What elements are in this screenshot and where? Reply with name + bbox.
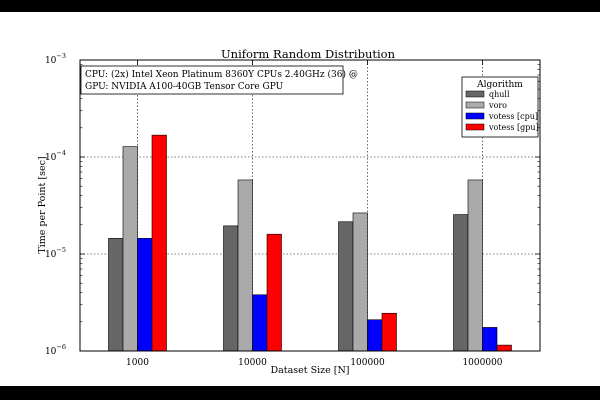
bar-votess-cpu-	[482, 327, 498, 352]
y-tick-exponent: −6	[56, 343, 66, 351]
bar-votess-cpu-	[252, 294, 268, 352]
chart-title: Uniform Random Distribution	[221, 47, 396, 61]
bar-votess-gpu-	[266, 233, 282, 352]
bar-votess-gpu-	[381, 312, 397, 352]
y-tick-label: 10−6	[45, 343, 66, 357]
y-axis-label: Time per Point [sec]	[37, 156, 48, 253]
bar-voro	[467, 179, 483, 352]
legend-swatch	[465, 123, 485, 131]
legend-swatch	[465, 101, 485, 109]
y-tick-label: 10−4	[45, 149, 66, 163]
bar-voro	[122, 146, 138, 352]
x-axis-label: Dataset Size [N]	[270, 365, 349, 376]
bar-qhull	[108, 238, 124, 352]
legend-label: votess [cpu]	[488, 112, 538, 121]
chart-svg: Uniform Random Distribution 10−6 10−5 10−4…	[37, 47, 541, 376]
legend-swatch	[465, 112, 485, 120]
bar-votess-gpu-	[151, 134, 167, 352]
legend-label: votess [gpu]	[488, 123, 539, 132]
legend-label: voro	[488, 101, 507, 110]
bar-qhull	[338, 221, 354, 352]
bars	[108, 134, 512, 352]
bar-qhull	[223, 225, 239, 352]
bar-votess-gpu-	[496, 344, 512, 352]
bar-votess-cpu-	[367, 319, 383, 352]
y-tick-label: 10−5	[45, 246, 66, 260]
x-tick-label: 10000	[238, 358, 267, 368]
y-tick-label: 10−3	[45, 52, 66, 66]
axis-ticks: 10−6 10−5 10−4 10−3 1000 10000 100000 1000000	[45, 52, 540, 368]
annotation-frame	[80, 65, 344, 95]
bar-qhull	[453, 214, 469, 352]
chart-figure: Uniform Random Distribution 10−6 10−5 10−4…	[0, 12, 600, 386]
y-tick-exponent: −5	[56, 246, 66, 254]
annotation-line-cpu: CPU: (2x) Intel Xeon Platinum 8360Y CPUs…	[85, 69, 358, 80]
legend: Algorithm qhull voro votess [cpu] votess [g…	[461, 76, 539, 138]
bar-votess-cpu-	[137, 238, 153, 352]
legend-items: qhull voro votess [cpu] votess [gpu]	[465, 90, 539, 132]
legend-swatch	[465, 90, 485, 98]
x-tick-label: 1000	[126, 358, 149, 368]
bar-voro	[352, 212, 368, 352]
x-tick-label: 1000000	[462, 358, 502, 368]
legend-label: qhull	[489, 90, 510, 99]
x-tick-label: 100000	[350, 358, 385, 368]
y-tick-exponent: −4	[56, 149, 66, 157]
annotation-box: CPU: (2x) Intel Xeon Platinum 8360Y CPUs…	[80, 65, 358, 95]
bar-voro	[237, 179, 253, 352]
annotation-line-gpu: GPU: NVIDIA A100-40GB Tensor Core GPU	[85, 82, 284, 92]
plot-frame	[79, 59, 541, 352]
y-tick-exponent: −3	[56, 52, 66, 60]
legend-title: Algorithm	[476, 80, 523, 90]
